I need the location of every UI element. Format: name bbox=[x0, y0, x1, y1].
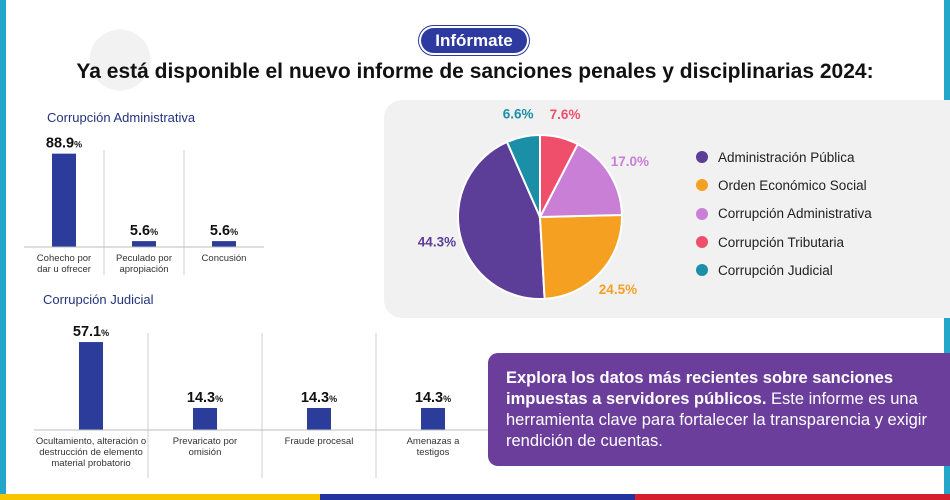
category-label: apropiación bbox=[119, 264, 168, 275]
category-label: Cohecho por bbox=[37, 253, 91, 264]
pie-slice-label: 44.3% bbox=[418, 235, 456, 250]
legend-swatch bbox=[696, 151, 708, 164]
bar-value-label: 14.3% bbox=[415, 390, 451, 406]
category-label: Concusión bbox=[202, 253, 247, 264]
pie-slice-label: 7.6% bbox=[550, 107, 581, 122]
bar-value-label: 88.9% bbox=[46, 136, 82, 152]
legend-label: Corrupción Judicial bbox=[718, 262, 833, 278]
legend-label: Orden Económico Social bbox=[718, 177, 867, 193]
pie-slice bbox=[538, 213, 623, 300]
category-label: Prevaricato por bbox=[173, 436, 237, 447]
pie-slice-label: 24.5% bbox=[599, 282, 637, 297]
callout-bold-text: Explora los datos más recientes sobre sa… bbox=[506, 369, 893, 408]
category-label: dar u ofrecer bbox=[37, 264, 91, 275]
bar bbox=[193, 407, 217, 430]
legend-swatch bbox=[696, 179, 708, 192]
flag-segment bbox=[0, 494, 320, 500]
category-label: omisión bbox=[189, 447, 222, 458]
judicial-bar-chart: 57.1% Ocultamiento, alteración o destrucci… bbox=[34, 308, 490, 478]
callout-box: Explora los datos más recientes sobre sa… bbox=[488, 353, 950, 466]
bar bbox=[421, 407, 445, 430]
category-label: material probatorio bbox=[51, 458, 130, 469]
bar-value-label: 14.3% bbox=[301, 390, 337, 406]
pie-slice bbox=[457, 140, 546, 300]
legend-item: Corrupción Judicial bbox=[696, 256, 872, 284]
bar-value-label: 14.3% bbox=[187, 390, 223, 406]
legend-item: Orden Económico Social bbox=[696, 171, 872, 199]
bar-value-label: 5.6% bbox=[130, 223, 158, 239]
legend-item: Corrupción Tributaria bbox=[696, 228, 872, 256]
bar bbox=[212, 241, 236, 247]
category-label: testigos bbox=[417, 447, 450, 458]
bar-chart-svg: 57.1% Ocultamiento, alteración odestrucci… bbox=[34, 324, 490, 478]
category-label: destrucción de elemento bbox=[39, 447, 143, 458]
left-frame-stripe bbox=[0, 0, 6, 500]
admin-bar-chart: 88.9% Cohecho por dar u ofrecer 5.6% Peculad… bbox=[24, 125, 264, 275]
admin-chart-title: Corrupción Administrativa bbox=[47, 110, 196, 125]
legend-item: Corrupción Administrativa bbox=[696, 200, 872, 228]
bar-value-label: 5.6% bbox=[210, 223, 238, 239]
pie-slice bbox=[505, 133, 541, 218]
bar bbox=[52, 153, 76, 247]
bar-value-label: 57.1% bbox=[73, 324, 109, 340]
bar bbox=[307, 407, 331, 430]
informate-badge: Infórmate bbox=[421, 28, 527, 53]
pie-chart: 44.3% 24.5% 17.0% 7.6% 6.6% bbox=[418, 106, 680, 310]
legend-swatch bbox=[696, 264, 708, 277]
pie-slice bbox=[538, 142, 623, 219]
callout-text: Este informe es una herramienta clave pa… bbox=[506, 390, 927, 450]
legend-swatch bbox=[696, 207, 708, 220]
legend-label: Administración Pública bbox=[718, 149, 855, 165]
category-label: Amenazas a bbox=[407, 436, 461, 447]
legend-item: Administración Pública bbox=[696, 143, 872, 171]
pie-slice-label: 6.6% bbox=[503, 106, 534, 121]
bar bbox=[132, 241, 156, 247]
legend-label: Corrupción Tributaria bbox=[718, 234, 845, 250]
category-label: Fraude procesal bbox=[285, 436, 354, 447]
pie-slice-label: 17.0% bbox=[611, 154, 649, 169]
page-title: Ya está disponible el nuevo informe de s… bbox=[76, 60, 874, 83]
pie-svg: 44.3% 24.5% 17.0% 7.6% 6.6% bbox=[418, 106, 649, 300]
category-label: Peculado por bbox=[116, 253, 172, 264]
legend-swatch bbox=[696, 236, 708, 249]
pie-legend: Administración Pública Orden Económico So… bbox=[696, 143, 872, 284]
flag-segment bbox=[320, 494, 635, 500]
legend-label: Corrupción Administrativa bbox=[718, 206, 872, 222]
judicial-chart-title: Corrupción Judicial bbox=[43, 292, 154, 307]
flag-stripe bbox=[0, 494, 950, 500]
bar bbox=[79, 342, 103, 430]
category-label: Ocultamiento, alteración o bbox=[36, 436, 146, 447]
flag-segment bbox=[635, 494, 950, 500]
